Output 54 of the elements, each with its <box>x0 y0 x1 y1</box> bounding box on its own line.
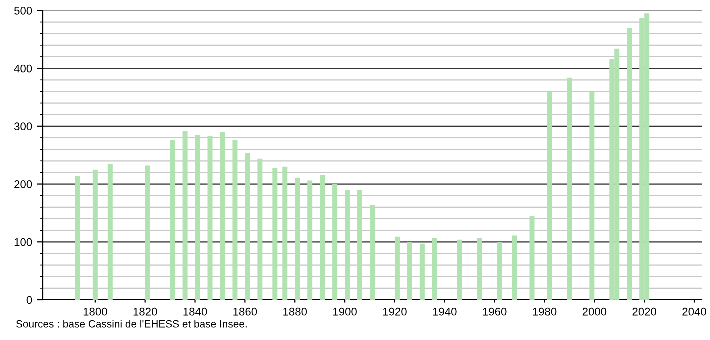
bar <box>272 168 278 300</box>
bar <box>407 242 412 300</box>
bar <box>182 131 188 300</box>
x-tick-label: 2020 <box>632 308 657 316</box>
bar <box>282 166 288 300</box>
bar <box>567 78 572 300</box>
bar <box>108 164 113 300</box>
bar <box>590 92 595 300</box>
y-tick-label: 500 <box>14 6 32 15</box>
bar <box>457 240 462 300</box>
x-tick-label: 2040 <box>682 308 706 316</box>
bar <box>258 158 263 300</box>
bar <box>512 236 518 300</box>
x-tick-label: 1920 <box>383 308 407 316</box>
source-note: Sources : base Cassini de l'EHESS et base Insee. <box>16 320 247 328</box>
x-tick-label: 2000 <box>582 308 607 316</box>
bar <box>332 184 338 300</box>
bar <box>220 132 226 300</box>
bar <box>245 153 250 300</box>
x-tick-label: 1840 <box>184 308 208 316</box>
y-tick-label: 200 <box>14 180 32 188</box>
x-tick-label: 1880 <box>284 308 308 316</box>
bar <box>627 28 632 300</box>
bar <box>75 176 80 300</box>
bar <box>497 242 502 300</box>
bar <box>420 244 425 300</box>
x-tick-label: 1940 <box>433 308 457 316</box>
bar <box>394 236 400 300</box>
x-tick-label: 1980 <box>533 308 557 316</box>
bar <box>170 140 176 300</box>
bar <box>92 170 98 300</box>
x-tick-label: 1960 <box>483 308 507 316</box>
x-tick-label: 1900 <box>334 308 357 316</box>
bar <box>145 166 150 300</box>
y-tick-label: 100 <box>14 238 32 246</box>
bar <box>432 238 438 300</box>
bar <box>320 175 326 300</box>
bar <box>530 216 535 300</box>
y-tick-label: 0 <box>26 296 32 304</box>
y-tick-label: 300 <box>14 122 32 131</box>
bar <box>547 92 552 300</box>
bar <box>477 238 482 300</box>
x-tick-label: 1820 <box>134 308 158 316</box>
bar <box>345 190 350 300</box>
bar <box>358 190 363 300</box>
x-tick-label: 1860 <box>234 308 258 316</box>
bar <box>232 140 238 300</box>
bar <box>195 135 200 300</box>
x-tick-label: 1800 <box>84 308 108 316</box>
bar <box>208 136 213 300</box>
y-tick-label: 400 <box>14 64 32 73</box>
bar <box>370 205 375 300</box>
bar <box>308 180 313 300</box>
bar <box>295 178 300 300</box>
